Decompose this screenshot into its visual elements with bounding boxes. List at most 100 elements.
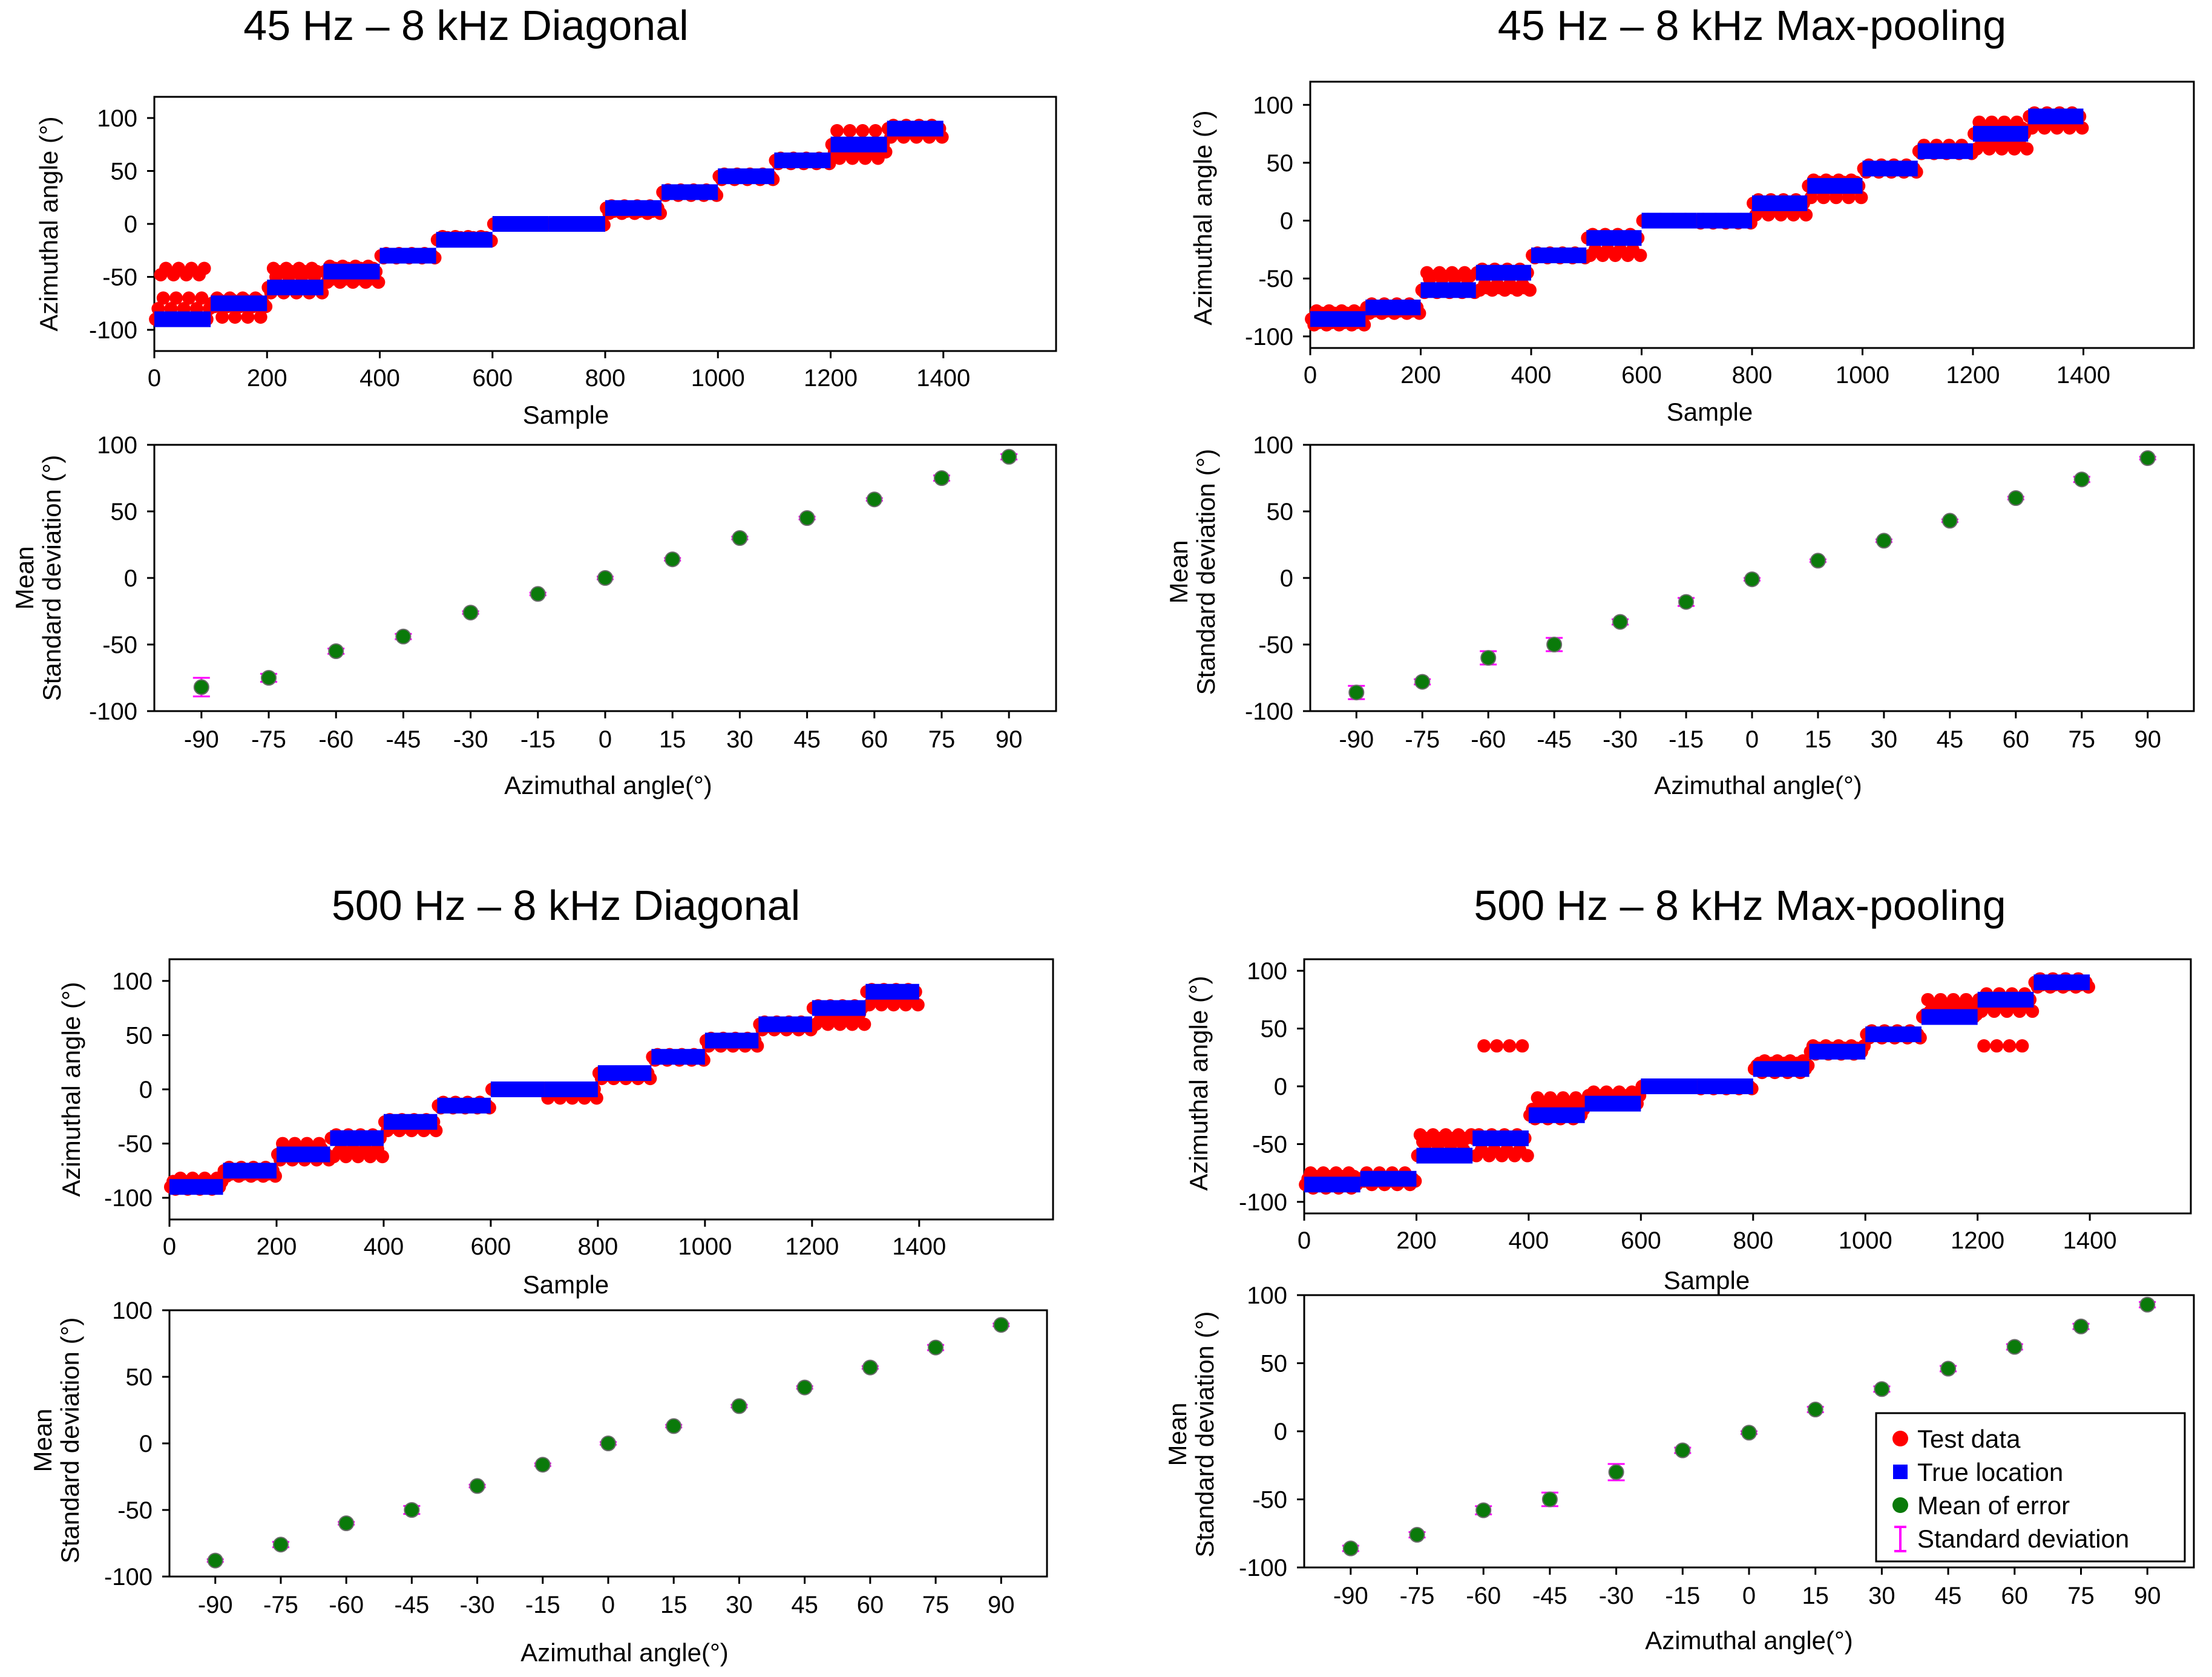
test-data-point <box>830 124 844 137</box>
x-tick-label: 400 <box>1511 362 1552 389</box>
x-tick-label: 600 <box>1621 1227 1661 1254</box>
mean-point <box>1612 614 1629 630</box>
legend-true-location-label: True location <box>1917 1458 2063 1486</box>
true-location-segment <box>2033 974 2090 991</box>
true-location-segment <box>169 1179 223 1195</box>
true-location-segment <box>276 1146 330 1163</box>
mean-point <box>866 491 882 508</box>
x-tick-label: 90 <box>2134 1583 2161 1609</box>
true-location-segment <box>154 311 211 327</box>
legend-test-data-marker <box>1892 1431 1908 1446</box>
plot-marks: -100 -50 0 50 100 -90 -75 -60 -45 -30 -15 0 15 30 45 60… <box>1239 1282 2161 1609</box>
mean-point <box>928 1339 944 1356</box>
y-tick-label: -50 <box>117 1131 153 1158</box>
plot-marks: 0 200 400 600 800 1000 1200 1400 -100 -50 0 50 100 <box>1239 958 2117 1254</box>
test-data-point <box>1490 1039 1504 1053</box>
x-tick-label: -15 <box>520 726 556 753</box>
true-location-segment <box>830 136 887 153</box>
y-tick-label: 0 <box>139 1077 153 1103</box>
x-tick-label: 75 <box>922 1592 950 1618</box>
bottom-plot: -100 -50 0 50 100 -90 -75 -60 -45 -30 -15 0 15 30 45 60… <box>28 1298 1048 1667</box>
test-data-point <box>868 124 882 137</box>
x-tick-label: 0 <box>163 1233 176 1260</box>
true-location-segment <box>1862 160 1918 177</box>
y-tick-label: -100 <box>1245 698 1293 725</box>
x-tick-label: 0 <box>1745 726 1759 753</box>
x-tick-label: 1000 <box>1839 1227 1892 1254</box>
mean-point <box>1810 553 1826 569</box>
mean-point <box>2139 450 2156 466</box>
mean-point <box>1475 1502 1492 1518</box>
mean-point <box>731 1398 747 1414</box>
mean-point <box>1940 1360 1957 1377</box>
test-data-point <box>156 291 170 305</box>
x-tick-label: -15 <box>1669 726 1704 753</box>
x-tick-label: 1000 <box>691 365 745 392</box>
x-tick-label: 1400 <box>892 1233 946 1260</box>
true-location-segment <box>1809 1043 1866 1060</box>
y-tick-label: 100 <box>112 1298 153 1324</box>
true-location-segment <box>1973 126 2029 142</box>
true-location-segment <box>1696 212 1752 229</box>
test-data-point <box>2020 142 2034 156</box>
true-location-segment <box>323 263 380 280</box>
true-location-segment <box>2028 108 2084 125</box>
test-data-point <box>241 310 255 324</box>
top-plot: 0 200 400 600 800 1000 1200 1400 -100 -50 0 50 100 S… <box>1184 958 2192 1295</box>
y-tick-label: 0 <box>124 211 137 238</box>
true-location-segment <box>1531 247 1587 263</box>
x-tick-label: 15 <box>1802 1583 1829 1609</box>
y-tick-label: 100 <box>97 105 137 132</box>
x-tick-label: 800 <box>585 365 626 392</box>
legend-box <box>1875 1412 2186 1563</box>
top-plot: 0 200 400 600 800 1000 1200 1400 -100 -50 0 50 100 S… <box>57 958 1054 1299</box>
true-location-segment <box>812 1000 866 1016</box>
y-axis-label-line2: Standard deviation (°) <box>1192 449 1220 695</box>
x-tick-label: 400 <box>364 1233 404 1260</box>
top-plot: 0 200 400 600 800 1000 1200 1400 -100 -50 0 50 100 S… <box>34 96 1057 429</box>
test-data-point <box>228 310 242 324</box>
true-location-segment <box>1472 1130 1529 1146</box>
x-tick-label: 1200 <box>785 1233 839 1260</box>
true-location-segment <box>651 1049 705 1065</box>
true-location-segment <box>887 120 944 137</box>
test-data-point <box>215 310 229 324</box>
mean-point <box>1941 513 1958 529</box>
y-tick-label: 50 <box>1267 150 1294 177</box>
x-tick-label: 30 <box>726 726 753 753</box>
x-tick-label: -45 <box>394 1592 429 1618</box>
mean-point <box>993 1317 1009 1333</box>
y-tick-label: -100 <box>89 317 137 344</box>
plot-frame <box>168 958 1054 1221</box>
mean-point <box>272 1537 289 1553</box>
mean-point <box>1546 637 1563 652</box>
true-location-segment <box>1584 1095 1641 1112</box>
x-tick-label: 60 <box>857 1592 884 1618</box>
x-tick-label: -30 <box>1599 1583 1634 1609</box>
y-tick-label: -100 <box>104 1185 153 1212</box>
y-tick-label: -100 <box>89 698 137 725</box>
y-tick-label: -100 <box>1245 324 1293 350</box>
x-axis-label: Azimuthal angle(°) <box>1654 771 1862 799</box>
bottom-plot: -100 -50 0 50 100 -90 -75 -60 -45 -30 -15 0 15 30 45 60… <box>1163 1282 2195 1655</box>
x-axis-label: Azimuthal angle(°) <box>520 1638 729 1667</box>
test-data-point <box>1799 208 1813 222</box>
mean-point <box>1741 1425 1757 1441</box>
mean-point <box>597 570 613 586</box>
x-tick-label: 30 <box>726 1592 753 1618</box>
legend-mean-of-error-label: Mean of error <box>1917 1491 2070 1520</box>
x-tick-label: 90 <box>2134 726 2161 753</box>
mean-point <box>530 586 546 602</box>
x-tick-label: 800 <box>578 1233 619 1260</box>
x-tick-label: 30 <box>1868 1583 1895 1609</box>
true-location-segment <box>1304 1177 1360 1193</box>
x-tick-label: 45 <box>1935 1583 1962 1609</box>
x-tick-label: 90 <box>996 726 1023 753</box>
mean-point <box>261 670 277 686</box>
mean-point <box>1541 1491 1558 1508</box>
x-tick-label: 75 <box>928 726 956 753</box>
y-tick-label: -50 <box>1258 632 1293 658</box>
x-tick-label: -45 <box>1537 726 1572 753</box>
legend-test-data-label: Test data <box>1917 1425 2021 1453</box>
x-tick-label: 200 <box>247 365 287 392</box>
